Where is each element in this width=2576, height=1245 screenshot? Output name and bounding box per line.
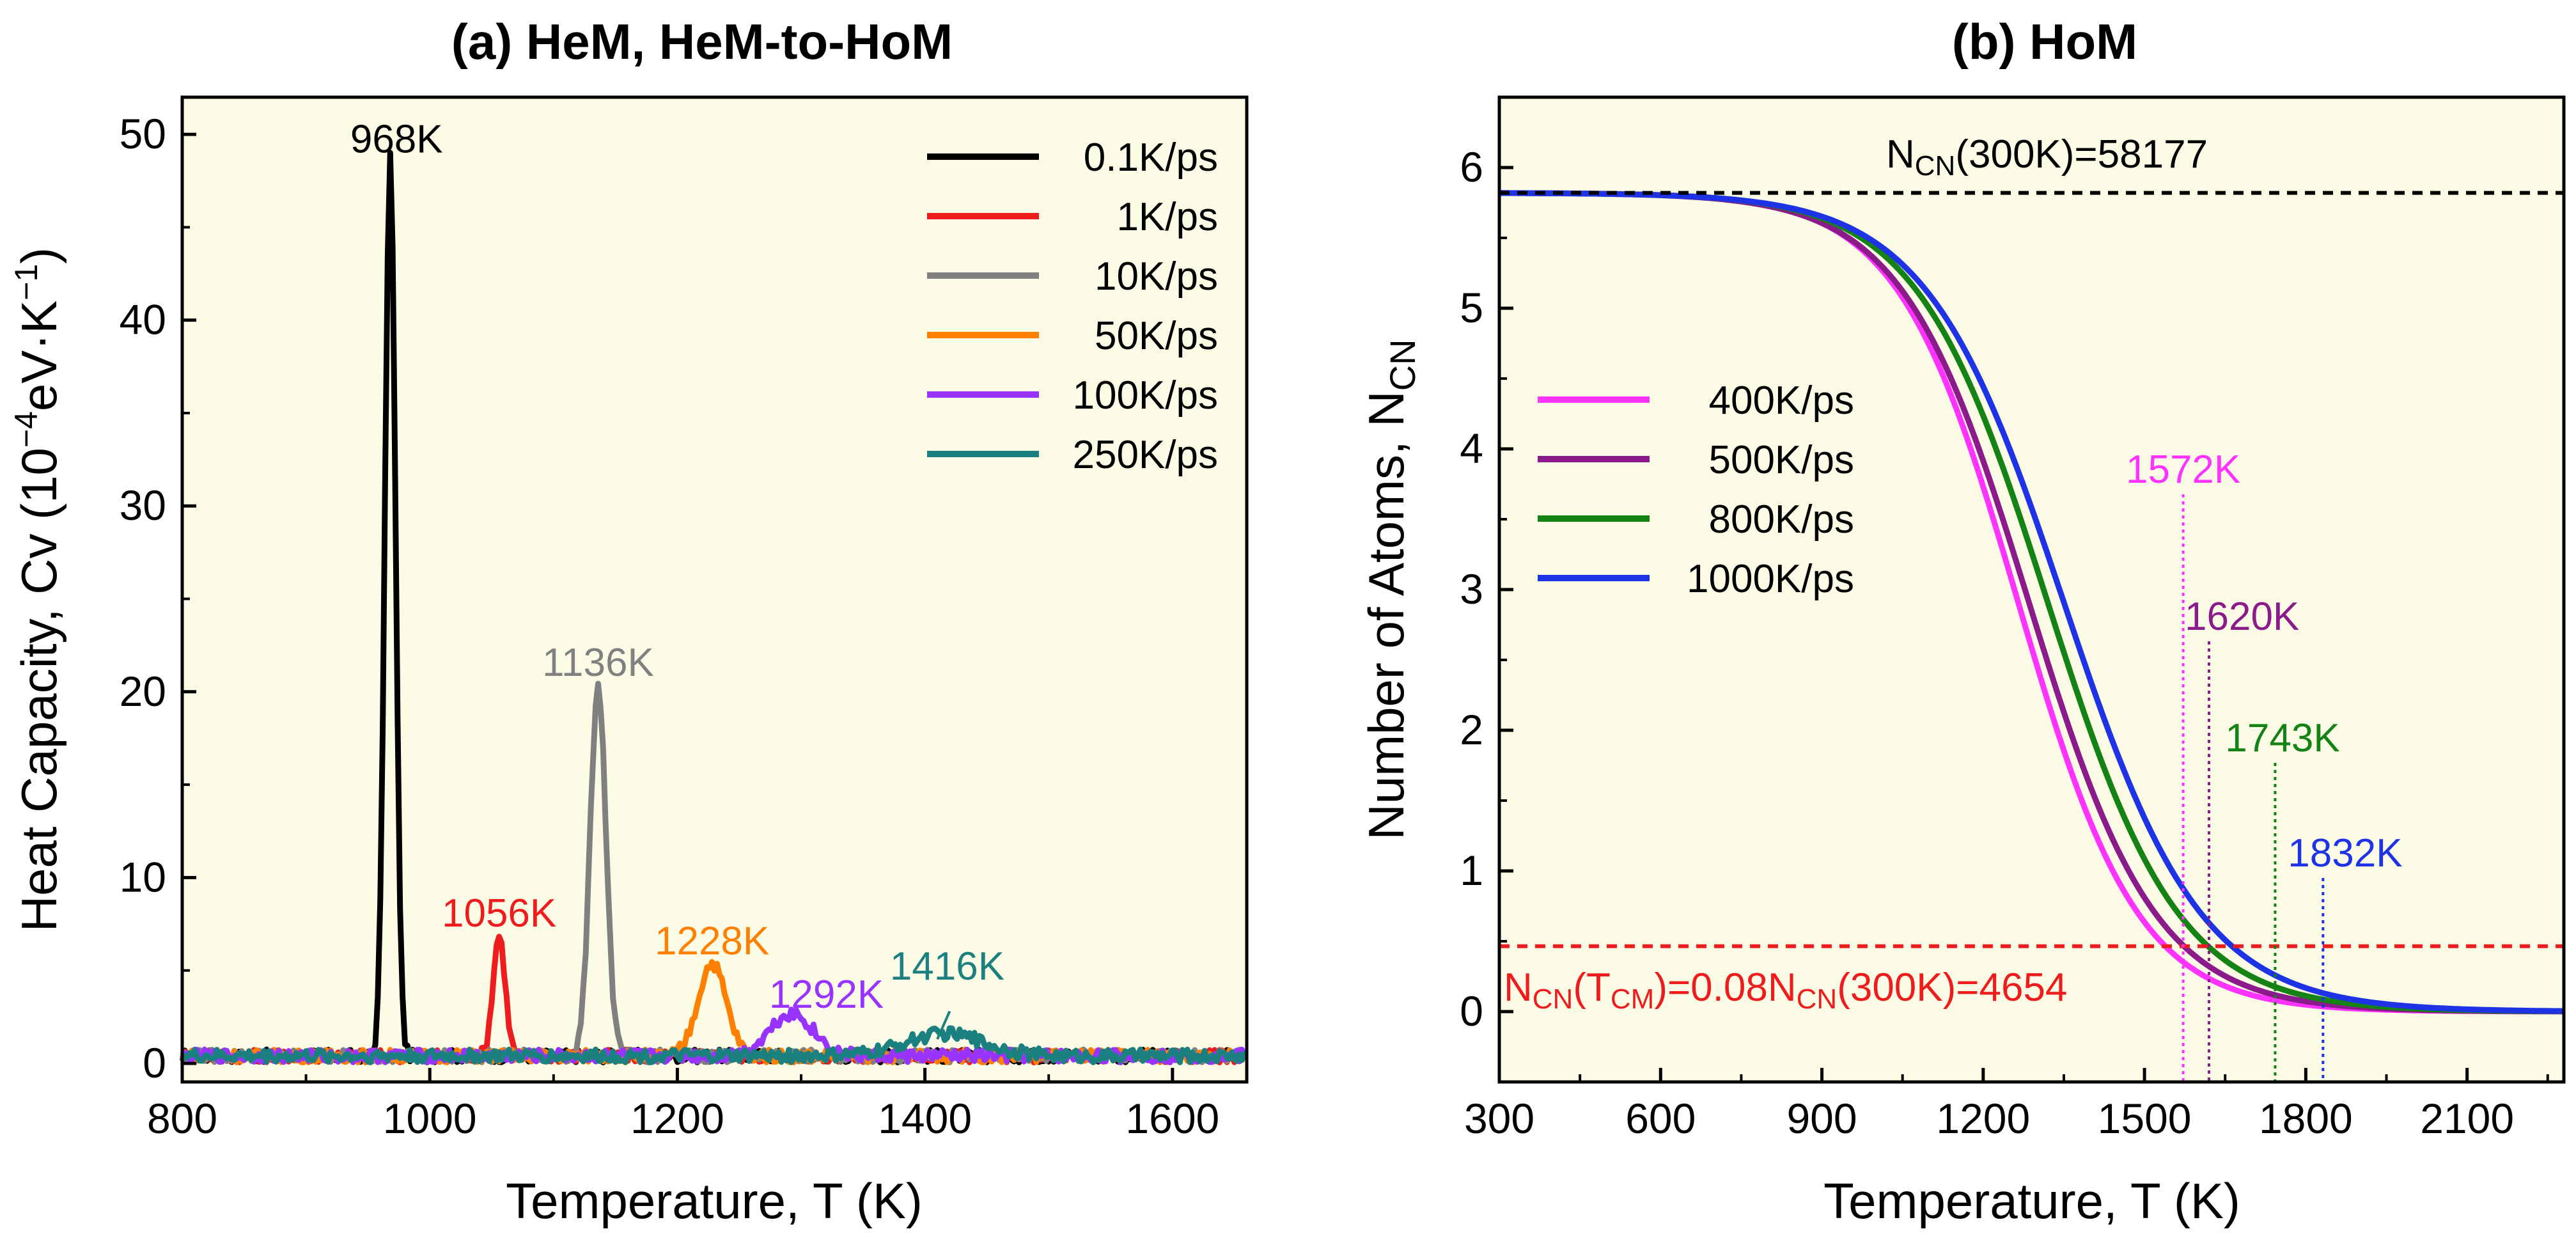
b-ytick-label-3: 3 [1460,565,1483,613]
ytick-label-0: 0 [143,1039,166,1086]
panel-b-ticks: 300 600 900 1200 1500 1800 2100 0 1 2 3 4 5 6 [1460,143,2549,1142]
panel-a: (a) HeM, HeM-to-HoM 800 1000 1200 1400 1600 0… [8,13,1249,1229]
bottom-label-p2: (T [1573,966,1611,1010]
peak-leader-250 [936,1010,951,1040]
ytick-label-40: 40 [120,296,166,343]
legend-label-1K/ps: 1K/ps [1116,195,1218,239]
bottom-label-s3: CN [1797,983,1838,1015]
panel-a-plot-area [182,97,1247,1082]
legend-label-10K/ps: 10K/ps [1095,254,1218,299]
peak-label-0.1K/ps: 968K [350,118,443,162]
panel-a-ylabel-unit: eV·K [11,301,67,411]
panel-a-ylabel-close: ) [11,247,67,264]
panel-b-temperature-markers: 1572K 1620K 1743K 1832K [2126,448,2403,1082]
series-line-250K/ps [179,1025,1247,1065]
bottom-label-s1: CN [1533,983,1573,1015]
panel-b-series-group [1499,190,2564,1015]
b-xtick-label-1800: 1800 [2259,1095,2353,1142]
panel-a-ylabel-exp: −4 [8,411,44,448]
panel-b-bottom-line-label: NCN(TCM)=0.08NCN(300K)=4654 [1504,966,2067,1015]
peak-label-100K/ps: 1292K [769,973,884,1017]
legend-label-100K/ps: 100K/ps [1072,373,1218,418]
panel-a-ylabel-unit-exp: −1 [8,264,44,301]
panel-b-title: (b) HoM [1952,13,2137,70]
ytick-label-30: 30 [120,482,166,529]
peak-label-1K/ps: 1056K [442,891,556,936]
panel-a-ylabel-main: Heat Capacity, Cv (10 [11,448,67,932]
panel-a-series-group [179,150,1248,1065]
series-line-1000K/ps [1499,190,2564,1014]
top-line-label-rest: (300K)=58177 [1955,132,2208,176]
panel-b-top-line-label: NCN(300K)=58177 [1886,132,2208,182]
ytick-label-20: 20 [120,668,166,715]
panel-b-plot-area [1499,97,2564,1082]
b-xtick-label-900: 900 [1786,1095,1857,1142]
b-xtick-label-300: 300 [1464,1095,1534,1142]
b-legend-label-1000K/ps: 1000K/ps [1687,557,1854,601]
legend-label-50K/ps: 50K/ps [1095,314,1218,358]
bottom-label-s2: CM [1611,983,1654,1015]
panel-a-ticks: 800 1000 1200 1400 1600 0 10 20 30 40 50 [120,110,1220,1142]
xtick-label-800: 800 [147,1095,217,1142]
marker-label-500K/ps: 1620K [2185,595,2299,639]
b-xtick-label-600: 600 [1625,1095,1696,1142]
b-legend-label-800K/ps: 800K/ps [1708,497,1854,542]
b-ytick-label-0: 0 [1460,987,1483,1035]
b-legend-label-400K/ps: 400K/ps [1708,379,1854,423]
panel-a-title: (a) HeM, HeM-to-HoM [451,13,953,70]
ytick-label-50: 50 [120,110,166,157]
b-xtick-label-1500: 1500 [2098,1095,2192,1142]
b-ytick-label-1: 1 [1460,847,1483,894]
xtick-label-1200: 1200 [630,1095,724,1142]
b-legend-label-500K/ps: 500K/ps [1708,438,1854,482]
bottom-label-p1: N [1504,966,1533,1010]
xtick-label-1400: 1400 [878,1095,972,1142]
panel-b-ylabel-sub: CN [1382,339,1423,391]
peak-label-250K/ps: 1416K [890,944,1004,989]
panel-a-ylabel: Heat Capacity, Cv (10−4eV·K−1) [8,247,67,932]
panel-a-legend: 0.1K/ps 1K/ps 10K/ps 50K/ps 100K/ps 250K/ps [927,136,1218,477]
panel-b-ylabel-main: Number of Atoms, N [1358,391,1414,840]
b-ytick-label-4: 4 [1460,425,1483,472]
xtick-label-1600: 1600 [1125,1095,1219,1142]
ytick-label-10: 10 [120,853,166,900]
b-ytick-label-5: 5 [1460,284,1483,331]
legend-label-0.1K/ps: 0.1K/ps [1084,136,1218,180]
legend-label-250K/ps: 250K/ps [1072,433,1218,477]
top-line-label-n: N [1886,132,1915,176]
marker-label-1000K/ps: 1832K [2288,831,2402,875]
marker-label-800K/ps: 1743K [2225,716,2339,760]
b-xtick-label-2100: 2100 [2420,1095,2514,1142]
peak-label-10K/ps: 1136K [542,641,654,685]
panel-a-xlabel: Temperature, T (K) [506,1173,923,1229]
bottom-label-p3: )=0.08N [1654,966,1796,1010]
bottom-label-p4: (300K)=4654 [1837,966,2067,1010]
panel-b-xlabel: Temperature, T (K) [1823,1173,2240,1229]
b-xtick-label-1200: 1200 [1936,1095,2030,1142]
b-ytick-label-6: 6 [1460,143,1483,191]
marker-label-400K/ps: 1572K [2126,448,2240,492]
panel-b-reference-lines [1499,191,2564,948]
panel-b-legend: 400K/ps 500K/ps 800K/ps 1000K/ps [1538,379,1854,601]
top-line-label-sub: CN [1915,150,1956,182]
panel-a-frame [180,95,1249,1084]
peak-label-50K/ps: 1228K [655,920,769,964]
b-ytick-label-2: 2 [1460,706,1483,753]
xtick-label-1000: 1000 [383,1095,477,1142]
panel-b-ylabel: Number of Atoms, NCN [1358,339,1423,840]
